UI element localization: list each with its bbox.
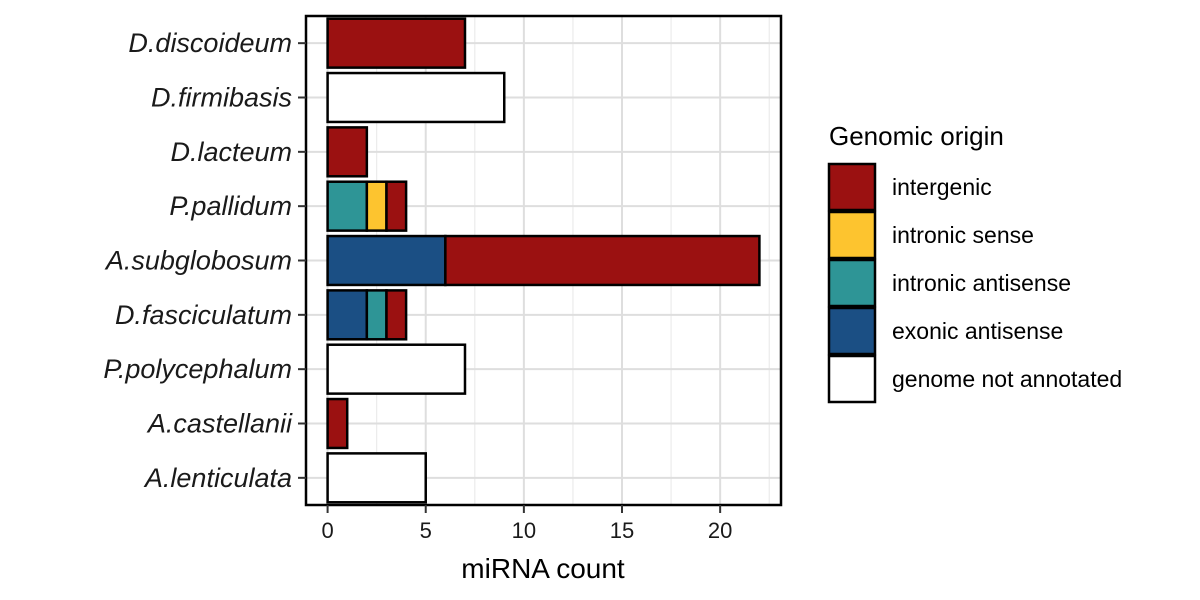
y-tick-label: A.castellanii — [146, 409, 293, 439]
y-tick-label: D.fasciculatum — [115, 300, 292, 330]
legend-key-intergenic — [827, 162, 877, 212]
legend-key-exonic-antisense — [827, 306, 877, 356]
y-tick-label: A.lenticulata — [143, 463, 292, 493]
bar-a-subglobosum-exonic-antisense — [326, 234, 447, 287]
x-axis-title: miRNA count — [461, 553, 625, 584]
x-tick-label: 15 — [610, 518, 634, 543]
y-tick-label: A.subglobosum — [104, 246, 292, 276]
y-tick-label: D.firmibasis — [151, 83, 292, 113]
legend-label-intronic-antisense: intronic antisense — [892, 270, 1071, 296]
bar-d-discoideum-intergenic — [326, 17, 467, 69]
bar-p-polycephalum-genome-not-annotated — [326, 343, 467, 395]
bar-d-fasciculatum-intergenic — [385, 289, 408, 341]
x-tick-label: 10 — [512, 518, 536, 543]
x-tick-label: 20 — [708, 518, 732, 543]
bar-d-fasciculatum-intronic-antisense — [365, 289, 388, 341]
legend: Genomic origin intergenic intronic sense i… — [827, 121, 1122, 404]
legend-key-intronic-antisense — [827, 258, 877, 308]
bar-d-fasciculatum-exonic-antisense — [326, 289, 369, 341]
legend-key-genome-not-annotated — [827, 354, 877, 404]
y-tick-label: D.lacteum — [170, 137, 292, 167]
bar-p-pallidum-intronic-antisense — [326, 180, 369, 232]
bars — [326, 17, 761, 504]
x-axis: 0 5 10 15 20 — [321, 505, 732, 543]
x-tick-label: 0 — [321, 518, 333, 543]
y-tick-label: P.pallidum — [169, 191, 292, 221]
y-tick-label: D.discoideum — [128, 28, 292, 58]
y-axis: D.discoideum D.firmibasis D.lacteum P.palli… — [103, 28, 306, 493]
legend-label-intronic-sense: intronic sense — [892, 222, 1034, 248]
legend-label-genome-not-annotated: genome not annotated — [892, 366, 1122, 392]
bar-d-firmibasis-genome-not-annotated — [326, 71, 506, 124]
legend-key-intronic-sense — [827, 210, 877, 260]
legend-title: Genomic origin — [829, 121, 1004, 151]
y-tick-label: P.polycephalum — [103, 354, 292, 384]
bar-a-subglobosum-intergenic — [444, 234, 761, 287]
x-tick-label: 5 — [420, 518, 432, 543]
bar-d-lacteum-intergenic — [326, 126, 369, 178]
bar-a-lenticulata-genome-not-annotated — [326, 452, 427, 504]
legend-label-intergenic: intergenic — [892, 174, 992, 200]
legend-label-exonic-antisense: exonic antisense — [892, 318, 1063, 344]
bar-p-pallidum-intronic-sense — [365, 180, 388, 232]
bar-a-castellanii-intergenic — [326, 397, 349, 450]
bar-p-pallidum-intergenic — [385, 180, 408, 232]
